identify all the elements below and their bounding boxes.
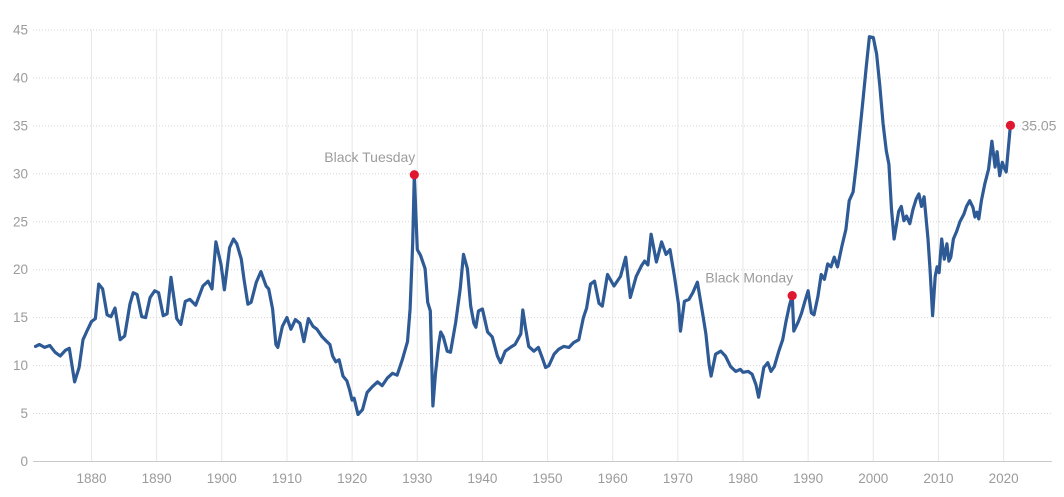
y-axis-tick-label: 10 [13,358,28,373]
x-axis-tick-label: 1930 [402,471,432,486]
x-axis-tick-label: 1950 [533,471,563,486]
y-axis-tick-label: 20 [13,262,28,277]
x-axis-tick-label: 1910 [272,471,302,486]
y-axis-tick-label: 30 [13,166,28,181]
pe-ratio-series-line[interactable] [33,35,1012,417]
y-axis-tick-label: 45 [13,22,28,37]
y-axis-tick-label: 35 [13,118,28,133]
y-axis-tick-label: 40 [13,70,28,85]
event-marker-dot[interactable] [409,170,419,180]
y-axis-tick-label: 25 [13,214,28,229]
y-axis-tick-label: 5 [20,406,28,421]
x-axis-tick-label: 1970 [663,471,693,486]
x-axis-tick-label: 2010 [923,471,953,486]
annotation-label: Black Monday [705,270,793,286]
x-axis-tick-label: 1940 [467,471,497,486]
x-axis-tick-label: 1890 [142,471,172,486]
x-axis-tick-label: 1990 [793,471,823,486]
event-marker-dot[interactable] [1005,120,1016,130]
x-axis-tick-label: 1880 [76,471,106,486]
x-axis-tick-label: 1920 [337,471,367,486]
y-axis-tick-label: 0 [20,454,28,469]
x-axis-tick-label: 1980 [728,471,758,486]
annotation-label: 35.05 [1021,117,1056,133]
x-axis-tick-label: 2020 [989,471,1019,486]
x-axis-tick-label: 1900 [207,471,237,486]
y-axis-tick-label: 15 [13,310,28,325]
event-marker-dot[interactable] [787,290,797,301]
x-axis-tick-label: 2000 [858,471,888,486]
annotation-label: Black Tuesday [324,149,415,165]
x-axis-tick-label: 1960 [598,471,628,486]
